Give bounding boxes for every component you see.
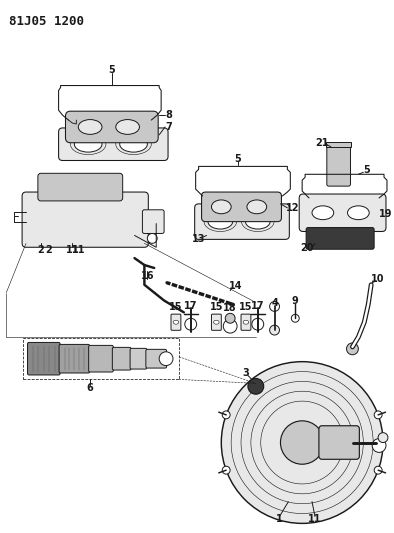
Ellipse shape: [348, 206, 369, 220]
FancyBboxPatch shape: [59, 344, 90, 373]
Circle shape: [147, 233, 157, 244]
FancyBboxPatch shape: [112, 348, 131, 370]
FancyBboxPatch shape: [195, 204, 289, 239]
Text: 20: 20: [300, 243, 314, 253]
Text: 6: 6: [87, 383, 93, 393]
Bar: [23, 338, 179, 379]
Circle shape: [225, 313, 235, 323]
Text: 15: 15: [169, 302, 183, 312]
Circle shape: [222, 411, 230, 419]
Circle shape: [269, 325, 279, 335]
Text: 17: 17: [184, 302, 197, 311]
FancyBboxPatch shape: [22, 192, 148, 247]
Circle shape: [221, 362, 383, 523]
Circle shape: [159, 352, 173, 366]
Text: 15: 15: [239, 302, 253, 312]
Ellipse shape: [245, 214, 270, 229]
Text: 5: 5: [235, 154, 242, 164]
Text: 5: 5: [363, 165, 370, 175]
FancyBboxPatch shape: [28, 342, 60, 375]
Text: 16: 16: [141, 271, 154, 281]
FancyBboxPatch shape: [171, 314, 181, 330]
Circle shape: [291, 314, 299, 322]
FancyBboxPatch shape: [59, 128, 168, 160]
Circle shape: [374, 466, 382, 474]
FancyBboxPatch shape: [202, 192, 281, 222]
Text: 81J05 1200: 81J05 1200: [9, 14, 84, 28]
Ellipse shape: [312, 206, 334, 220]
FancyBboxPatch shape: [65, 111, 158, 143]
Text: 10: 10: [371, 274, 385, 284]
Ellipse shape: [214, 320, 219, 324]
FancyBboxPatch shape: [241, 314, 251, 330]
Text: 2: 2: [45, 245, 52, 255]
Circle shape: [347, 343, 359, 355]
Text: 15: 15: [210, 302, 223, 312]
FancyBboxPatch shape: [299, 194, 386, 231]
Ellipse shape: [212, 200, 231, 214]
Ellipse shape: [120, 136, 147, 152]
Text: 3: 3: [243, 368, 249, 378]
Text: 11: 11: [66, 245, 79, 255]
Text: 14: 14: [229, 281, 243, 290]
Circle shape: [222, 466, 230, 474]
FancyBboxPatch shape: [89, 345, 113, 372]
Text: 17: 17: [251, 302, 264, 311]
Text: 4: 4: [271, 298, 278, 309]
Text: 11: 11: [308, 514, 322, 524]
Ellipse shape: [243, 320, 249, 324]
FancyBboxPatch shape: [130, 349, 147, 369]
Circle shape: [281, 421, 324, 464]
Ellipse shape: [74, 136, 102, 152]
Text: 5: 5: [108, 65, 115, 75]
Text: 7: 7: [165, 122, 173, 132]
Circle shape: [378, 433, 388, 442]
Text: 19: 19: [379, 209, 393, 219]
Text: 18: 18: [223, 303, 237, 313]
FancyBboxPatch shape: [327, 145, 351, 186]
Circle shape: [223, 319, 237, 333]
Text: 9: 9: [292, 295, 299, 305]
Ellipse shape: [208, 214, 232, 229]
FancyBboxPatch shape: [319, 426, 359, 459]
Text: 11: 11: [72, 245, 85, 255]
Ellipse shape: [116, 119, 139, 134]
Ellipse shape: [173, 320, 179, 324]
Circle shape: [374, 411, 382, 419]
Circle shape: [372, 439, 386, 453]
Text: 12: 12: [286, 203, 299, 213]
FancyBboxPatch shape: [142, 210, 164, 233]
Ellipse shape: [78, 119, 102, 134]
FancyBboxPatch shape: [306, 228, 374, 249]
Circle shape: [252, 318, 264, 330]
FancyBboxPatch shape: [146, 349, 167, 368]
Ellipse shape: [247, 200, 267, 214]
Text: 21: 21: [315, 138, 329, 148]
Circle shape: [248, 378, 264, 394]
Text: 2: 2: [37, 245, 44, 255]
Bar: [326, 142, 351, 147]
FancyBboxPatch shape: [212, 314, 221, 330]
Text: 1: 1: [276, 514, 283, 524]
Circle shape: [269, 302, 279, 311]
Text: 8: 8: [165, 110, 173, 120]
Text: 13: 13: [192, 235, 205, 245]
Circle shape: [185, 318, 197, 330]
FancyBboxPatch shape: [38, 173, 123, 201]
